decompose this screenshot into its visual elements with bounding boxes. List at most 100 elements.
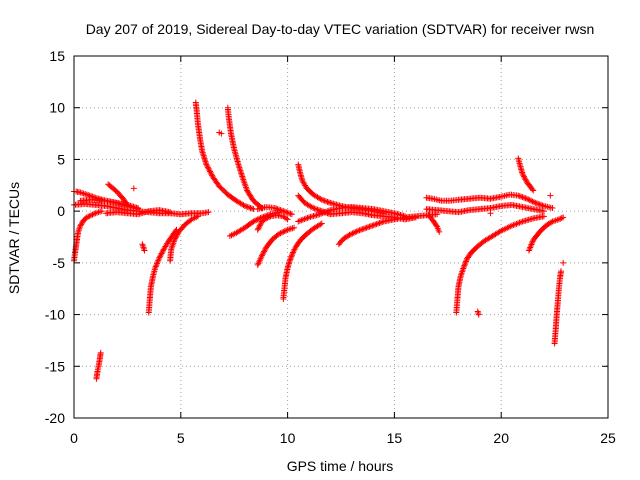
data-point	[528, 197, 535, 204]
data-point	[89, 211, 96, 218]
data-point	[98, 208, 105, 215]
data-point	[539, 202, 546, 209]
data-point	[350, 229, 357, 236]
data-point	[283, 215, 290, 222]
data-point	[174, 231, 181, 238]
data-point	[203, 161, 210, 168]
y-tick-label: -20	[45, 410, 65, 426]
data-point	[278, 207, 285, 214]
y-tick-label: 5	[57, 151, 65, 167]
data-point	[241, 202, 248, 209]
data-point	[526, 197, 533, 204]
data-point	[156, 254, 163, 261]
y-tick-label: -5	[53, 255, 66, 271]
data-point	[276, 230, 283, 237]
data-point	[274, 206, 281, 213]
data-point	[250, 218, 257, 225]
data-point	[172, 234, 179, 241]
data-point	[240, 202, 247, 209]
data-point	[206, 167, 213, 174]
data-point	[311, 205, 318, 212]
data-point	[366, 223, 373, 230]
data-point	[206, 168, 213, 175]
data-point	[277, 207, 284, 214]
data-point	[278, 229, 285, 236]
data-point	[159, 249, 166, 256]
data-point	[529, 186, 536, 193]
data-point	[323, 198, 330, 205]
data-points	[71, 99, 567, 382]
data-point	[526, 245, 533, 252]
data-point	[86, 212, 93, 219]
data-point	[243, 203, 250, 210]
x-tick-labels: 0 5 10 15 20 25	[70, 430, 616, 446]
data-point	[530, 187, 537, 194]
data-point	[516, 193, 523, 200]
data-point	[560, 259, 567, 266]
data-point	[525, 196, 532, 203]
data-point	[462, 258, 469, 265]
data-point	[373, 221, 380, 228]
data-point	[376, 220, 383, 227]
data-point	[287, 256, 294, 263]
y-tick-label: 10	[49, 100, 65, 116]
data-point	[515, 192, 522, 199]
data-point	[475, 311, 482, 318]
data-point	[369, 222, 376, 229]
data-point	[154, 259, 161, 266]
data-point	[259, 251, 266, 258]
y-tick-label: -10	[45, 307, 65, 323]
data-point	[548, 219, 555, 226]
data-point	[289, 250, 296, 257]
data-point	[377, 219, 384, 226]
data-point	[280, 228, 287, 235]
data-point	[83, 214, 90, 221]
data-point	[157, 251, 164, 258]
x-tick-label: 15	[387, 430, 403, 446]
data-point	[263, 215, 270, 222]
data-point	[461, 262, 468, 269]
data-point	[352, 229, 359, 236]
x-tick-label: 5	[177, 430, 185, 446]
data-point	[280, 208, 287, 215]
data-point	[88, 212, 95, 219]
data-point	[288, 252, 295, 259]
data-point	[287, 210, 294, 217]
data-point	[153, 262, 160, 269]
y-tick-label: 15	[49, 48, 65, 64]
data-point	[315, 207, 322, 214]
data-point	[355, 227, 362, 234]
data-point	[372, 221, 379, 228]
data-point	[277, 230, 284, 237]
data-point	[538, 201, 545, 208]
data-point	[487, 210, 494, 217]
data-point	[365, 224, 372, 231]
data-point	[204, 164, 211, 171]
data-point	[557, 215, 564, 222]
data-point	[362, 225, 369, 232]
data-point	[286, 210, 293, 217]
data-point	[255, 225, 262, 232]
data-point	[247, 205, 254, 212]
data-point	[527, 243, 534, 250]
data-point	[253, 217, 260, 224]
data-point	[549, 205, 556, 212]
data-point	[249, 205, 255, 212]
data-point	[527, 244, 534, 251]
data-point	[325, 199, 332, 206]
data-point	[529, 240, 536, 247]
data-point	[360, 225, 367, 232]
data-point	[359, 226, 366, 233]
data-point	[85, 213, 92, 220]
data-point	[124, 201, 131, 208]
data-point	[283, 209, 290, 216]
data-point	[276, 206, 283, 213]
data-point	[560, 214, 567, 221]
x-tick-label: 10	[280, 430, 296, 446]
data-point	[522, 195, 529, 202]
data-point	[273, 205, 280, 212]
data-point	[158, 250, 165, 257]
data-point	[321, 197, 328, 204]
data-point	[555, 216, 562, 223]
